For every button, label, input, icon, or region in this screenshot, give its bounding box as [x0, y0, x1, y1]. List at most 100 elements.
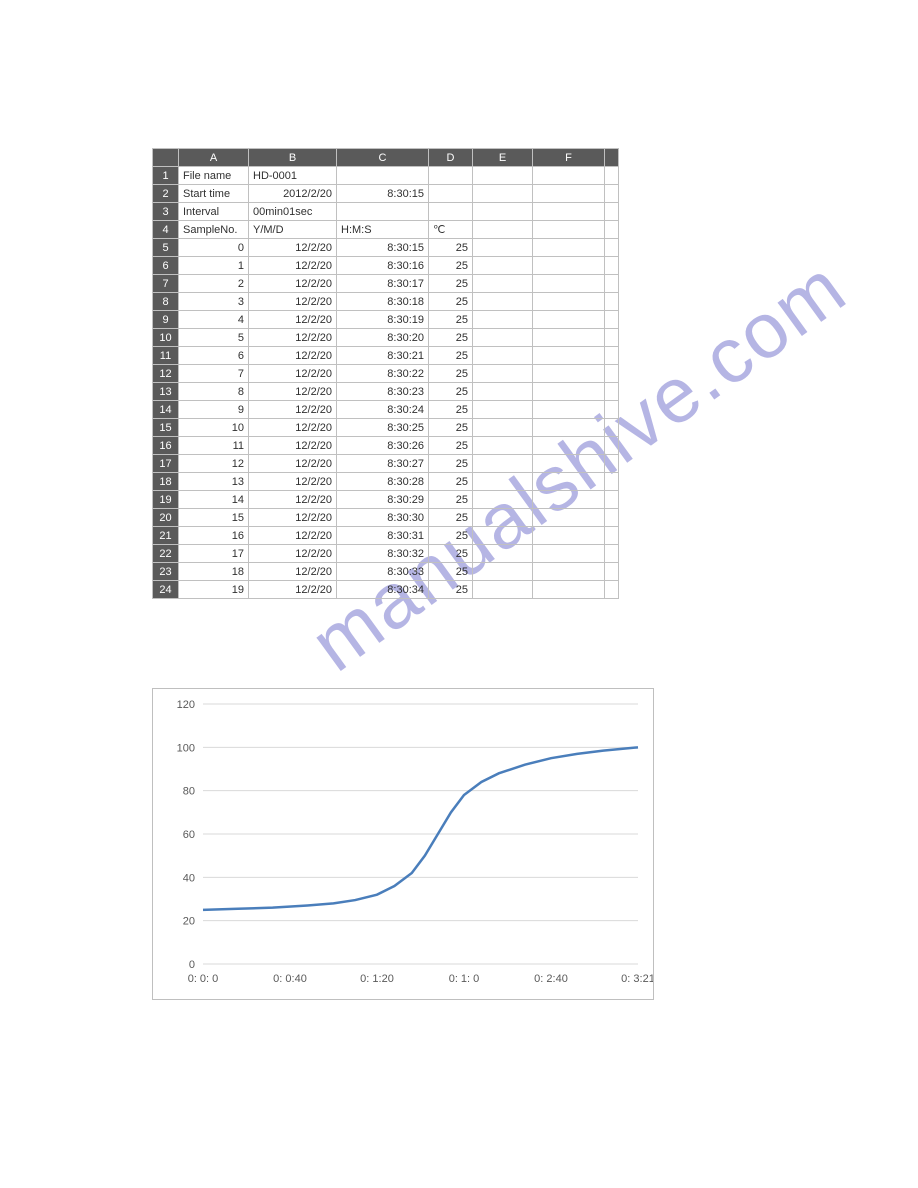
cell: 12/2/20 [249, 419, 337, 437]
row-header: 3 [153, 203, 179, 221]
cell [533, 581, 605, 599]
cell: 12/2/20 [249, 293, 337, 311]
cell: 12/2/20 [249, 401, 337, 419]
col-header: C [337, 149, 429, 167]
cell: 6 [179, 347, 249, 365]
cell [473, 455, 533, 473]
cell [429, 203, 473, 221]
cell [605, 365, 619, 383]
cell: ℃ [429, 221, 473, 239]
svg-text:0: 0:40: 0: 0:40 [273, 973, 307, 985]
row-header: 7 [153, 275, 179, 293]
cell: 25 [429, 491, 473, 509]
cell [605, 581, 619, 599]
cell [473, 293, 533, 311]
cell [533, 311, 605, 329]
cell: 1 [179, 257, 249, 275]
cell [605, 455, 619, 473]
row-header: 14 [153, 401, 179, 419]
col-header: E [473, 149, 533, 167]
cell [605, 509, 619, 527]
cell: 9 [179, 401, 249, 419]
cell: Y/M/D [249, 221, 337, 239]
cell: 12/2/20 [249, 311, 337, 329]
cell: 25 [429, 563, 473, 581]
table-row: 191412/2/208:30:2925 [153, 491, 619, 509]
cell [533, 473, 605, 491]
cell [533, 275, 605, 293]
table-row: 2Start time2012/2/208:30:15 [153, 185, 619, 203]
cell: 12/2/20 [249, 239, 337, 257]
cell [605, 383, 619, 401]
cell: 12/2/20 [249, 563, 337, 581]
row-header: 2 [153, 185, 179, 203]
table-row: 231812/2/208:30:3325 [153, 563, 619, 581]
row-header: 24 [153, 581, 179, 599]
cell: 8:30:25 [337, 419, 429, 437]
cell: 25 [429, 365, 473, 383]
cell: 12 [179, 455, 249, 473]
cell [533, 221, 605, 239]
cell: 8:30:24 [337, 401, 429, 419]
cell [533, 365, 605, 383]
row-header: 1 [153, 167, 179, 185]
cell [473, 365, 533, 383]
svg-text:40: 40 [183, 872, 195, 884]
cell: 8:30:34 [337, 581, 429, 599]
table-row: 221712/2/208:30:3225 [153, 545, 619, 563]
cell: 11 [179, 437, 249, 455]
svg-text:0: 0 [189, 959, 195, 971]
cell [533, 401, 605, 419]
cell [533, 239, 605, 257]
cell: 12/2/20 [249, 275, 337, 293]
cell: 8:30:31 [337, 527, 429, 545]
cell: 12/2/20 [249, 365, 337, 383]
cell [473, 239, 533, 257]
cell: 8:30:20 [337, 329, 429, 347]
cell: 12/2/20 [249, 473, 337, 491]
cell: 10 [179, 419, 249, 437]
cell [605, 293, 619, 311]
cell [533, 527, 605, 545]
cell [605, 527, 619, 545]
cell [473, 329, 533, 347]
table-row: 151012/2/208:30:2525 [153, 419, 619, 437]
row-header: 8 [153, 293, 179, 311]
cell: 25 [429, 455, 473, 473]
cell: 25 [429, 383, 473, 401]
cell: 12/2/20 [249, 545, 337, 563]
cell: 3 [179, 293, 249, 311]
table-row: 12712/2/208:30:2225 [153, 365, 619, 383]
cell [605, 491, 619, 509]
cell [533, 293, 605, 311]
cell [605, 221, 619, 239]
cell: 8:30:27 [337, 455, 429, 473]
row-header: 22 [153, 545, 179, 563]
col-header [605, 149, 619, 167]
col-header: A [179, 149, 249, 167]
table-row: 3Interval00min01sec [153, 203, 619, 221]
cell [533, 329, 605, 347]
row-header: 10 [153, 329, 179, 347]
cell [473, 491, 533, 509]
cell [533, 491, 605, 509]
cell [473, 221, 533, 239]
cell: Interval [179, 203, 249, 221]
row-header: 23 [153, 563, 179, 581]
cell: 12/2/20 [249, 491, 337, 509]
cell: 00min01sec [249, 203, 337, 221]
cell [605, 563, 619, 581]
cell: 8:30:15 [337, 239, 429, 257]
row-header: 13 [153, 383, 179, 401]
col-header: B [249, 149, 337, 167]
cell [605, 239, 619, 257]
row-header: 21 [153, 527, 179, 545]
cell [605, 185, 619, 203]
cell: 12/2/20 [249, 257, 337, 275]
cell [605, 401, 619, 419]
cell: SampleNo. [179, 221, 249, 239]
svg-text:20: 20 [183, 916, 195, 928]
table-row: 171212/2/208:30:2725 [153, 455, 619, 473]
cell [533, 437, 605, 455]
cell: 8:30:16 [337, 257, 429, 275]
